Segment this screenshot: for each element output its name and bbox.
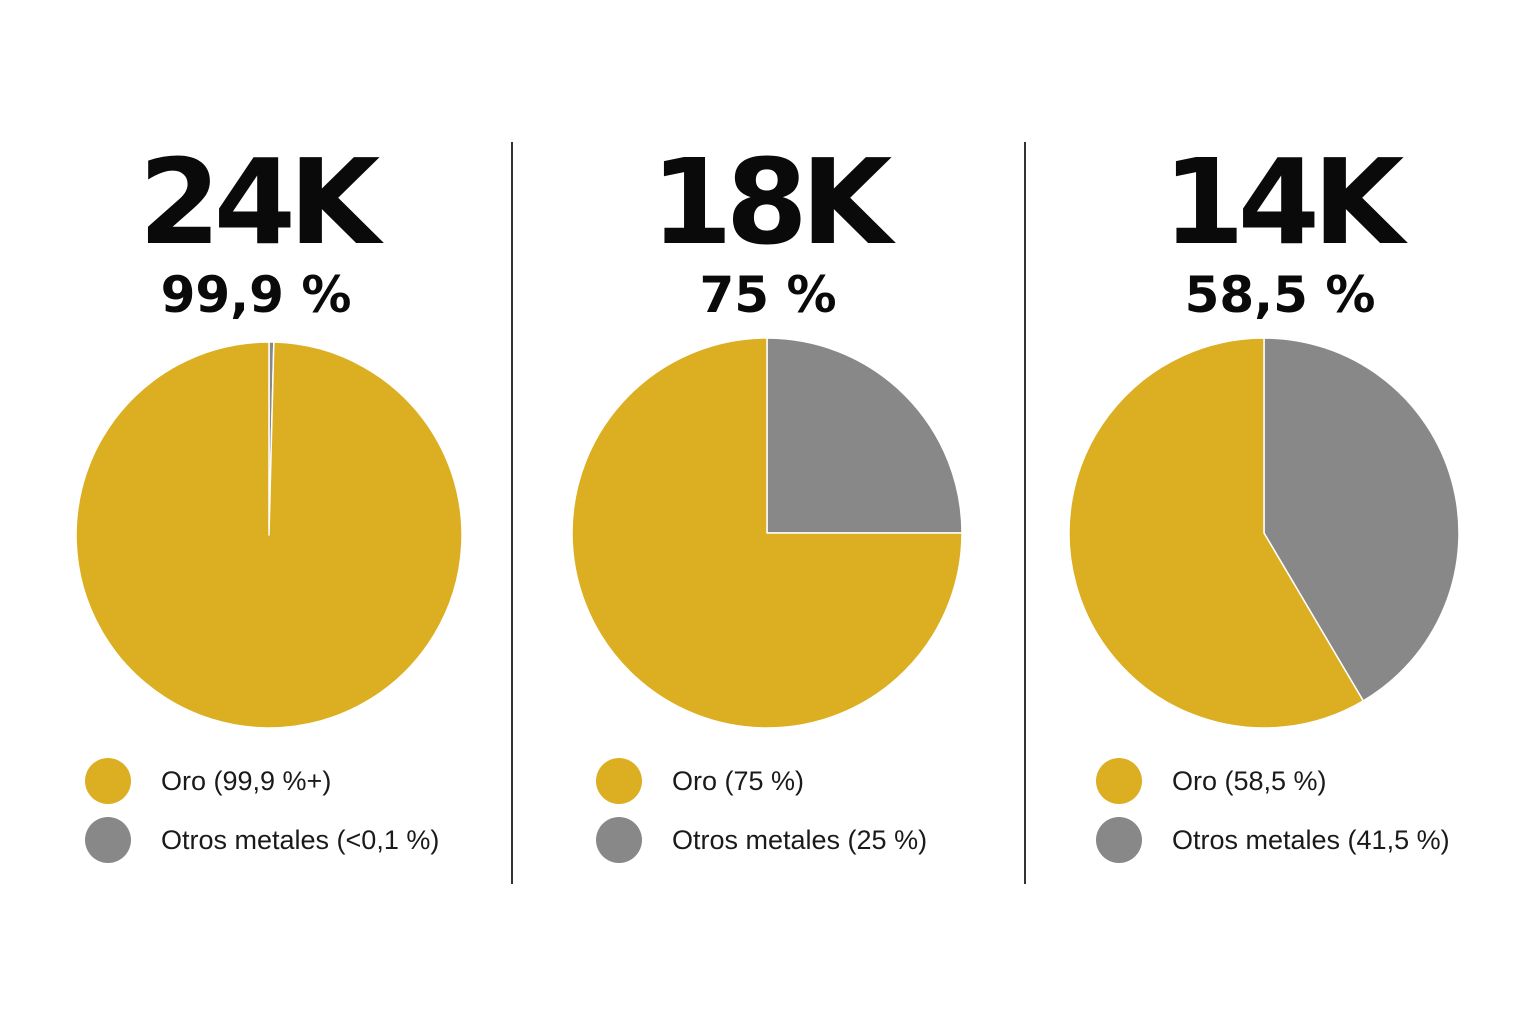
chart-title: 14K [1162,133,1405,271]
chart-subtitle: 99,9 % [160,266,352,324]
pie-chart-24k [75,341,463,729]
pie-chart-18k [571,337,963,729]
panel-divider [1024,142,1026,884]
legend-swatch-gold [1096,758,1142,804]
legend-item-other: Otros metales (<0,1 %) [85,816,439,864]
legend-label: Oro (75 %) [672,765,805,796]
pie-chart-14k [1068,337,1460,729]
panel-divider [511,142,513,884]
legend-item-gold: Oro (75 %) [596,757,804,805]
legend-label: Otros metales (25 %) [672,824,928,855]
chart-subtitle: 58,5 % [1184,266,1376,324]
chart-panel-24k: 24K 99,9 % Oro (99,9 %+) Otros metales (… [0,0,512,1024]
legend-item-other: Otros metales (25 %) [596,816,927,864]
legend-item-gold: Oro (99,9 %+) [85,757,331,805]
pie-slice-other [766,337,963,534]
legend-label: Otros metales (41,5 %) [1172,824,1450,855]
legend-swatch-other [85,817,131,863]
legend-swatch-other [1096,817,1142,863]
chart-title: 24K [138,133,381,271]
chart-title: 18K [650,133,893,271]
chart-subtitle: 75 % [699,266,837,324]
pie-slice-gold [1068,337,1365,729]
pie-slice-gold [571,337,963,729]
chart-panel-18k: 18K 75 % Oro (75 %) Otros metales (25 %) [512,0,1024,1024]
pie-slice-gold [75,341,463,729]
legend-label: Otros metales (<0,1 %) [161,824,440,855]
legend-swatch-other [596,817,642,863]
chart-panel-14k: 14K 58,5 % Oro (58,5 %) Otros metales (4… [1024,0,1536,1024]
legend-label: Oro (58,5 %) [1172,765,1327,796]
legend-swatch-gold [85,758,131,804]
pie-slice-other [1263,337,1460,702]
legend-swatch-gold [596,758,642,804]
legend-item-other: Otros metales (41,5 %) [1096,816,1450,864]
legend-item-gold: Oro (58,5 %) [1096,757,1327,805]
legend-label: Oro (99,9 %+) [161,765,332,796]
